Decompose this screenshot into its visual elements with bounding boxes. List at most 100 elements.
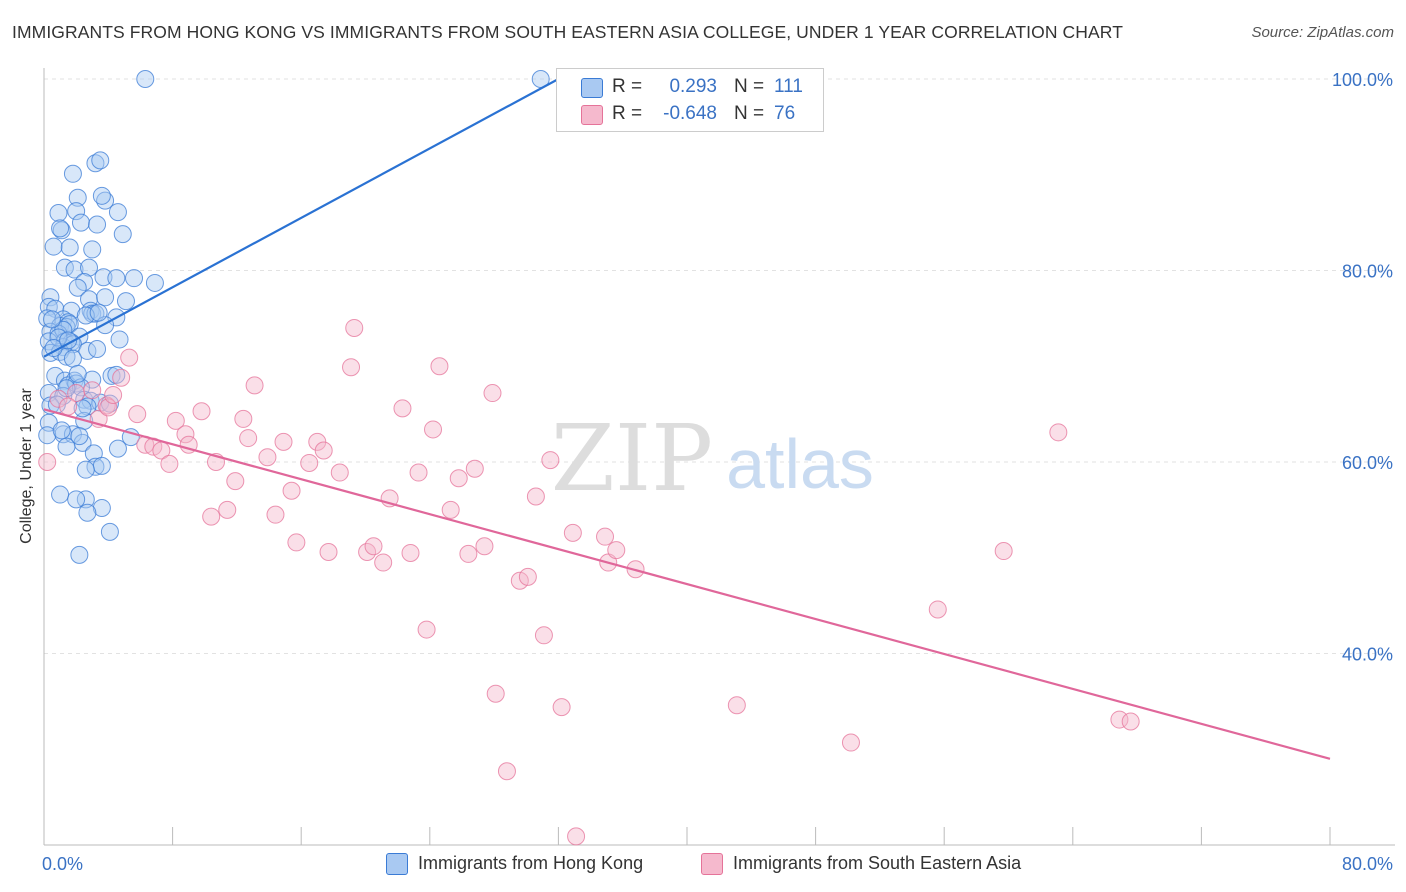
legend-swatch-blue — [581, 78, 603, 98]
data-point — [374, 553, 393, 572]
data-point — [727, 696, 746, 715]
data-point — [441, 500, 460, 519]
r-label: R = — [612, 76, 643, 97]
data-point — [218, 500, 237, 519]
data-point — [108, 439, 127, 458]
data-point — [459, 544, 478, 563]
data-point — [465, 459, 484, 478]
data-point — [364, 537, 383, 556]
series-se-asia-points — [38, 318, 1140, 846]
data-point — [497, 762, 516, 781]
data-point — [83, 240, 102, 259]
data-point — [63, 349, 82, 368]
data-point — [226, 472, 245, 491]
data-point — [314, 441, 333, 460]
data-point — [65, 260, 84, 279]
data-point — [120, 348, 139, 367]
data-point — [70, 427, 89, 446]
data-point — [424, 420, 443, 439]
data-point — [92, 186, 111, 205]
data-point — [330, 463, 349, 482]
data-point — [342, 358, 361, 377]
data-point — [234, 409, 253, 428]
data-point — [486, 684, 505, 703]
data-point — [319, 543, 338, 562]
data-point — [160, 454, 179, 473]
data-point — [92, 498, 111, 517]
data-point — [563, 523, 582, 542]
data-point — [88, 340, 107, 359]
data-point — [274, 432, 293, 451]
data-point — [73, 399, 92, 418]
data-point — [51, 219, 70, 238]
data-point — [44, 237, 63, 256]
data-point — [401, 543, 420, 562]
data-point — [80, 258, 99, 277]
legend-label: Immigrants from Hong Kong — [418, 853, 644, 873]
r-value: 0.293 — [669, 76, 717, 97]
series-hong-kong-points — [38, 70, 550, 564]
data-point — [417, 620, 436, 639]
data-point — [83, 381, 102, 400]
data-point — [96, 191, 115, 210]
data-point — [113, 225, 132, 244]
n-label: N = — [734, 76, 765, 97]
data-point — [110, 330, 129, 349]
data-point — [59, 397, 78, 416]
tick-labels: 40.0% 60.0% 80.0% 100.0% 0.0% 80.0% — [42, 70, 1393, 874]
data-point — [49, 204, 68, 223]
data-point — [192, 402, 211, 421]
data-point — [43, 310, 62, 329]
data-point — [282, 481, 301, 500]
data-point — [78, 503, 97, 522]
n-value: 111 — [774, 76, 803, 97]
x-tick-label: 80.0% — [1342, 854, 1393, 874]
data-point — [59, 331, 78, 350]
data-point — [38, 426, 57, 445]
legend-swatch-pink — [581, 105, 603, 125]
data-point — [534, 626, 553, 645]
data-point — [483, 384, 502, 403]
data-point — [76, 460, 95, 479]
data-point — [67, 490, 86, 509]
trend-line — [43, 408, 1331, 760]
data-point — [475, 537, 494, 556]
watermark: ZIP atlas — [551, 405, 874, 512]
y-tick-label: 100.0% — [1332, 70, 1393, 90]
data-point — [541, 451, 560, 470]
data-point — [287, 533, 306, 552]
source-credit: Source: ZipAtlas.com — [1251, 24, 1394, 41]
data-point — [92, 456, 111, 475]
data-point — [145, 273, 164, 292]
data-point — [345, 318, 364, 337]
data-point — [596, 527, 615, 546]
legend-swatch-blue — [386, 853, 408, 875]
data-point — [108, 203, 127, 222]
data-point — [41, 288, 60, 307]
legend-label: Immigrants from South Eastern Asia — [733, 853, 1022, 873]
data-point — [176, 425, 195, 444]
r-label: R = — [612, 103, 643, 124]
data-point — [430, 357, 449, 376]
data-point — [51, 485, 70, 504]
data-point — [393, 399, 412, 418]
data-point — [49, 389, 68, 408]
n-value: 76 — [774, 103, 796, 124]
r-value: -0.648 — [663, 103, 717, 124]
data-point — [166, 411, 185, 430]
data-point — [607, 541, 626, 560]
data-point — [63, 164, 82, 183]
data-point — [94, 268, 113, 287]
legend-swatch-pink — [701, 853, 723, 875]
y-tick-label: 40.0% — [1342, 645, 1393, 665]
data-point — [526, 487, 545, 506]
data-point — [68, 364, 87, 383]
data-point — [258, 448, 277, 467]
trend-line — [43, 78, 559, 358]
data-point — [91, 151, 110, 170]
data-point — [57, 437, 76, 456]
data-point — [112, 368, 131, 387]
legend-row-se-asia: R = -0.648 N = 76 — [557, 99, 823, 129]
data-point — [1049, 423, 1068, 442]
